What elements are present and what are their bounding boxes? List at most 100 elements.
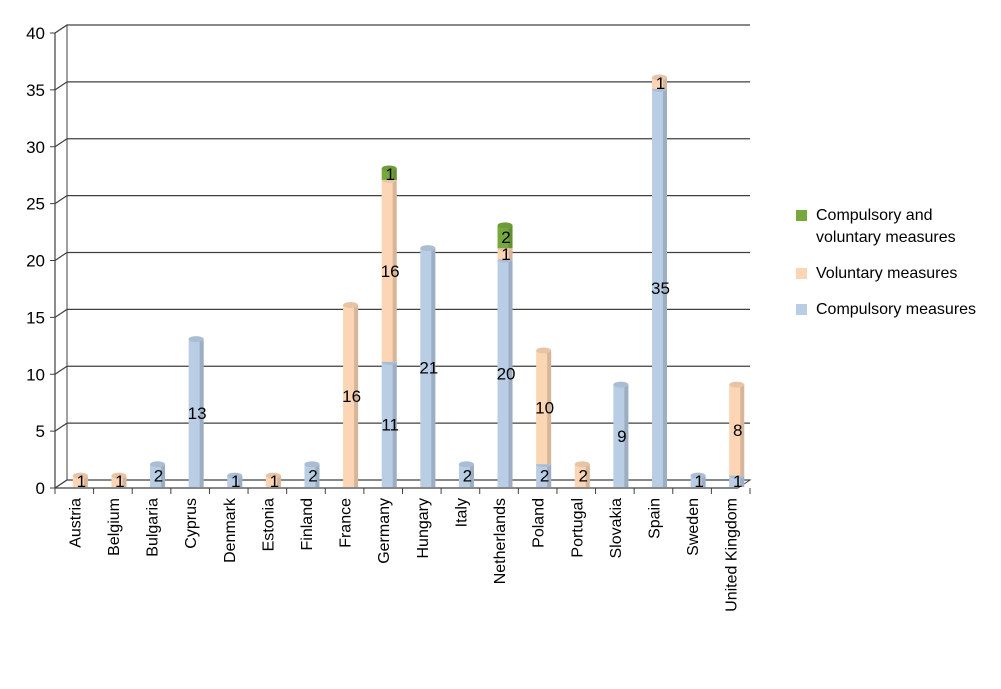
- bar-segment-shade: [238, 475, 243, 487]
- x-tick-label: Cyprus: [183, 498, 200, 549]
- data-label: 2: [579, 467, 588, 486]
- bar-segment-shade: [547, 464, 552, 487]
- bar-segment-top: [111, 472, 127, 479]
- bar-segment-top: [150, 461, 166, 468]
- data-label: 1: [501, 245, 510, 264]
- x-tick-label: Belgium: [106, 498, 123, 556]
- data-label: 1: [231, 472, 240, 491]
- gridline: [54, 24, 750, 34]
- bar-segment-shade: [392, 179, 397, 362]
- bar-segment: [690, 475, 706, 487]
- bar-segment-top: [343, 302, 359, 308]
- bar-segment-shade: [740, 384, 745, 476]
- y-tick-label: 30: [26, 138, 45, 157]
- bar-segment-top: [381, 165, 397, 172]
- data-label: 16: [381, 262, 400, 281]
- bar-segment-shade: [469, 464, 474, 487]
- bar-segment-shade: [508, 225, 513, 249]
- bar-segment-shade: [508, 259, 513, 487]
- x-tick-label: United Kingdom: [724, 498, 741, 612]
- bar-segment: [111, 475, 127, 487]
- bar-segment-shade: [585, 464, 590, 487]
- bar-segment-shade: [392, 168, 397, 180]
- bar-segment-shade: [354, 305, 359, 487]
- bar-segment-shade: [508, 248, 513, 260]
- bar-segment-shade: [431, 248, 436, 487]
- legend-swatch-compulsory: [796, 304, 807, 315]
- bar-segment-shade: [199, 339, 204, 487]
- bar-segment: [497, 248, 513, 260]
- bar-segment-shade: [547, 350, 552, 465]
- x-tick-label: France: [338, 498, 355, 548]
- bar-segment: [729, 475, 745, 487]
- x-tick-label: Estonia: [260, 498, 277, 551]
- data-label: 1: [656, 74, 665, 93]
- legend-label-compulsory: Compulsory measures: [816, 301, 977, 318]
- bar-segment-top: [72, 472, 88, 479]
- gridline: [54, 308, 750, 318]
- data-label: 2: [154, 467, 163, 486]
- bar-segment-top: [420, 245, 436, 252]
- bar-segment: [72, 475, 88, 487]
- data-label: 1: [115, 472, 124, 491]
- bar-segment-shade: [701, 475, 706, 487]
- y-tick-label: 5: [36, 422, 45, 441]
- bar-segment-top: [497, 222, 513, 229]
- y-tick-label: 40: [26, 24, 45, 43]
- x-tick-label: Finland: [299, 498, 316, 550]
- x-tick-label: Spain: [646, 498, 663, 539]
- bar-segment-top: [536, 347, 552, 354]
- data-label: 16: [342, 387, 361, 406]
- y-tick-label: 0: [36, 479, 45, 498]
- bar-segment-shade: [83, 475, 88, 487]
- y-tick-label: 15: [26, 308, 45, 327]
- bar-segment: [265, 475, 281, 487]
- gridline: [54, 422, 750, 432]
- legend-swatch-voluntary: [796, 268, 807, 279]
- data-label: 1: [385, 165, 394, 184]
- legend-item-compulsory: Compulsory measures: [796, 299, 996, 321]
- bar-segment: [227, 475, 243, 487]
- data-label: 2: [308, 467, 317, 486]
- data-label: 13: [188, 404, 207, 423]
- data-label: 2: [501, 228, 510, 247]
- y-tick-label: 25: [26, 195, 45, 214]
- bar-segment-top: [651, 74, 667, 81]
- y-tick-label: 35: [26, 81, 45, 100]
- x-tick-label: Austria: [67, 498, 84, 548]
- y-tick-label: 20: [26, 252, 45, 271]
- x-tick-label: Netherlands: [492, 498, 509, 584]
- x-tick-label: Denmark: [222, 497, 239, 563]
- bar-segment-shade: [392, 361, 397, 487]
- bar-segment-shade: [315, 464, 320, 487]
- legend-label-voluntary: Voluntary measures: [816, 265, 958, 282]
- x-tick-label: Poland: [531, 498, 548, 548]
- legend-item-compulsory-and-voluntary: Compulsory and voluntary measures: [796, 205, 996, 249]
- bar-segment-top: [690, 472, 706, 479]
- x-tick-label: Germany: [376, 498, 393, 564]
- gridline: [54, 365, 750, 375]
- gridline: [54, 195, 750, 205]
- data-label: 21: [419, 359, 438, 378]
- x-tick-label: Slovakia: [608, 498, 625, 559]
- data-label: 2: [540, 467, 549, 486]
- gridline: [54, 138, 750, 148]
- bar-segment-shade: [161, 464, 166, 487]
- bar-segment-top: [613, 381, 629, 388]
- bar-segment-top: [729, 381, 745, 388]
- bar-segment-top: [188, 336, 204, 343]
- data-label: 1: [694, 472, 703, 491]
- data-label: 9: [617, 427, 626, 446]
- legend-item-voluntary: Voluntary measures: [796, 263, 996, 285]
- bar-segment: [381, 168, 397, 180]
- x-tick-label: Bulgaria: [145, 498, 162, 557]
- bar-segment-shade: [276, 475, 281, 487]
- legend-label-compulsory-and-voluntary: Compulsory and voluntary measures: [816, 207, 956, 246]
- x-tick-label: Portugal: [569, 498, 586, 558]
- x-tick-label: Hungary: [415, 498, 432, 558]
- x-tick-label: Sweden: [685, 498, 702, 556]
- legend: Compulsory and voluntary measures Volunt…: [796, 205, 996, 335]
- bar-segment-top: [458, 461, 474, 468]
- x-tick-label: Italy: [453, 498, 470, 527]
